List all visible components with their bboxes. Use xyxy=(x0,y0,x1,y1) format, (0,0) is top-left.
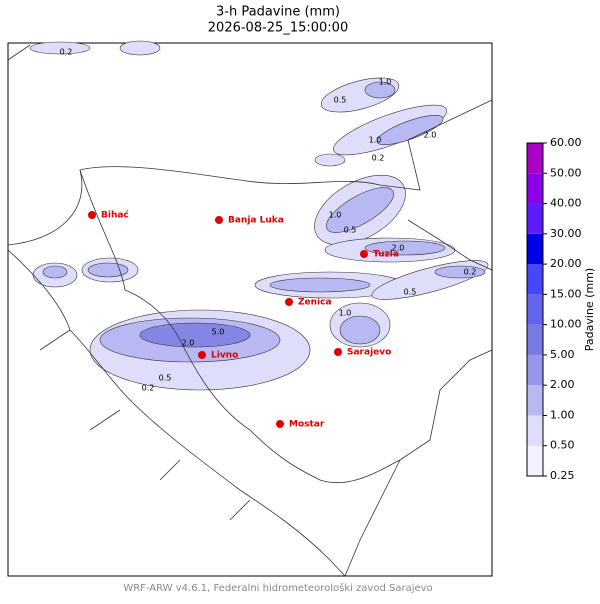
title: 3-h Padavine (mm) xyxy=(216,5,340,20)
footer: WRF-ARW v4.6.1, Federalni hidrometeorolo… xyxy=(123,582,432,594)
contour-label: 1.0 xyxy=(369,136,382,145)
colorbar-tick-label: 5.00 xyxy=(550,348,575,361)
colorbar-segment xyxy=(527,233,543,265)
city-marker xyxy=(360,250,368,258)
city-label: Sarajevo xyxy=(347,348,391,358)
colorbar-segment xyxy=(527,173,543,204)
colorbar-tick-label: 2.00 xyxy=(550,378,575,391)
contour-label: 0.2 xyxy=(142,384,155,393)
colorbar: 0.25 0.50 1.00 2.00 5.00 10.00 15.00 20.00 30.00… xyxy=(526,136,596,482)
colorbar-segment xyxy=(527,264,543,295)
contour-label: 2.0 xyxy=(182,339,195,348)
contour-label: 0.2 xyxy=(372,154,385,163)
city-marker xyxy=(198,351,206,359)
city-marker xyxy=(285,298,293,306)
contour-label: 1.0 xyxy=(379,78,392,87)
contour-label: 2.0 xyxy=(392,244,405,253)
contour-label: 5.0 xyxy=(212,328,225,337)
colorbar-tick-label: 0.25 xyxy=(550,469,575,482)
colorbar-segment xyxy=(527,203,543,234)
city-label: Bihać xyxy=(101,210,129,221)
colorbar-segment xyxy=(527,294,543,325)
city-marker xyxy=(88,211,96,219)
colorbar-frame xyxy=(526,142,544,477)
colorbar-segment xyxy=(527,415,543,446)
contour-label: 0.5 xyxy=(334,96,347,105)
contour-label: 1.0 xyxy=(339,309,352,318)
contour-label: 0.5 xyxy=(404,288,417,297)
city-label: Mostar xyxy=(289,420,325,430)
colorbar-tick-label: 30.00 xyxy=(550,227,582,240)
colorbar-tick-label: 60.00 xyxy=(550,136,582,149)
contour-labels: 0.21.00.52.01.00.25.02.00.50.21.00.52.00… xyxy=(60,48,477,393)
city-marker xyxy=(334,348,342,356)
colorbar-segment xyxy=(527,445,543,476)
contour-label: 1.0 xyxy=(329,211,342,220)
contour-label: 0.5 xyxy=(344,226,357,235)
colorbar-segment xyxy=(527,385,543,416)
contour-label: 0.2 xyxy=(464,268,477,277)
colorbar-segment xyxy=(527,143,543,174)
colorbar-label: Padavine (mm) xyxy=(583,268,596,351)
borders xyxy=(7,44,493,577)
subtitle: 2026-08-25_15:00:00 xyxy=(208,21,348,36)
colorbar-tick-label: 40.00 xyxy=(550,197,582,210)
city-label: Tuzla xyxy=(373,250,399,260)
colorbar-tick-label: 0.50 xyxy=(550,439,575,452)
colorbar-segment xyxy=(527,324,543,355)
city-label: Livno xyxy=(211,351,238,361)
contour-label: 2.0 xyxy=(424,131,437,140)
colorbar-tick-label: 15.00 xyxy=(550,287,582,300)
city-label: Banja Luka xyxy=(228,216,284,226)
colorbar-tick-label: 1.00 xyxy=(550,408,575,421)
colorbar-tick-label: 50.00 xyxy=(550,166,582,179)
contour-label: 0.5 xyxy=(159,374,172,383)
cities: Bihać Banja Luka Tuzla Zenica Livno Sarajevo M… xyxy=(88,210,399,430)
precipitation xyxy=(29,40,489,391)
city-marker xyxy=(276,420,284,428)
colorbar-segment xyxy=(527,354,543,386)
contour-label: 0.2 xyxy=(60,48,73,57)
colorbar-tick-label: 20.00 xyxy=(550,257,582,270)
map xyxy=(7,40,493,577)
colorbar-tick-label: 10.00 xyxy=(550,318,582,331)
city-label: Zenica xyxy=(298,298,332,308)
city-marker xyxy=(215,216,223,224)
